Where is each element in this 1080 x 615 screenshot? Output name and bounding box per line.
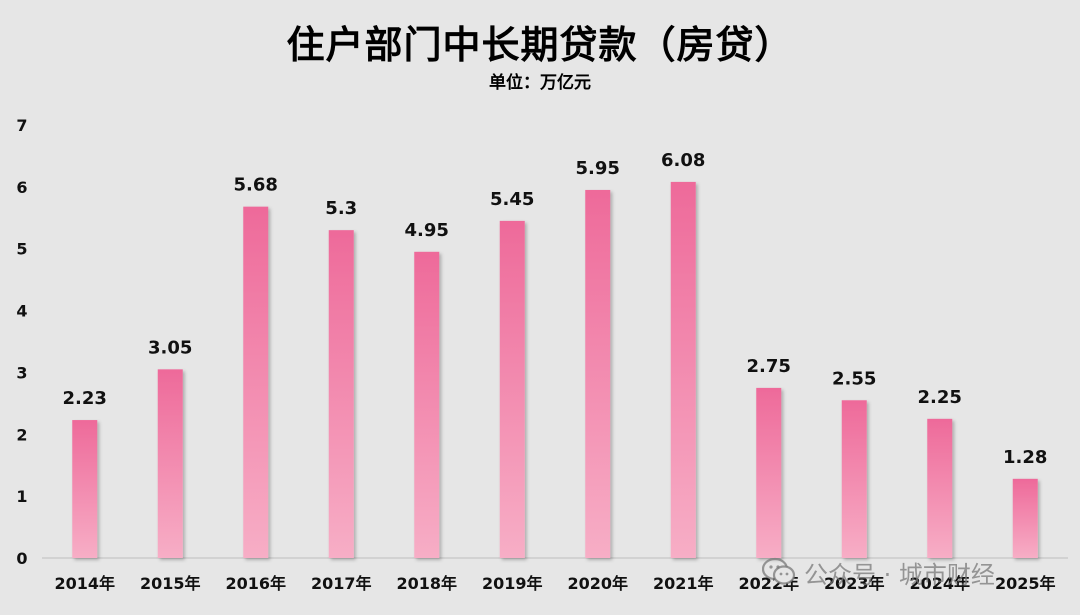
value-labels-group: 2.23 3.05 5.68 5.3 4.95 5.45 5.95 6.08 2.75 2.55 2… <box>63 150 1048 468</box>
bar <box>927 418 953 558</box>
x-tick-label: 2025年 <box>995 574 1056 593</box>
x-tick-label: 2016年 <box>225 574 286 593</box>
data-label: 6.08 <box>661 150 705 171</box>
watermark: 公众号 · 城市财经 <box>762 554 995 590</box>
x-tick-label: 2014年 <box>54 574 115 593</box>
data-label: 5.95 <box>576 158 620 179</box>
y-tick-label: 7 <box>16 116 27 135</box>
wechat-icon <box>762 557 796 585</box>
y-tick-label: 0 <box>16 549 27 568</box>
bar <box>414 251 440 559</box>
y-tick-label: 6 <box>16 178 27 197</box>
bars-group <box>72 181 1038 559</box>
data-label: 3.05 <box>148 337 192 358</box>
data-label: 2.23 <box>63 388 107 409</box>
y-tick-label: 1 <box>16 487 27 506</box>
x-tick-label: 2023年 <box>824 574 885 593</box>
data-label: 2.55 <box>832 368 876 389</box>
x-axis: 2014年 2015年 2016年 2017年 2018年 2019年 2020年 2021年… <box>54 574 1055 593</box>
x-tick-label: 2019年 <box>482 574 543 593</box>
data-label: 2.25 <box>918 387 962 408</box>
data-label: 5.68 <box>234 175 278 196</box>
bar <box>756 387 782 558</box>
bar <box>243 206 269 558</box>
bar <box>157 369 183 558</box>
data-label: 1.28 <box>1003 447 1047 468</box>
y-tick-label: 2 <box>16 425 27 444</box>
bar <box>585 189 611 558</box>
x-tick-label: 2018年 <box>396 574 457 593</box>
y-tick-label: 5 <box>16 240 27 259</box>
data-label: 5.45 <box>490 189 534 210</box>
bar <box>328 230 354 558</box>
y-axis: 0 1 2 3 4 5 6 7 <box>16 116 27 568</box>
x-tick-label: 2017年 <box>311 574 372 593</box>
bar <box>841 400 867 558</box>
x-tick-label: 2020年 <box>567 574 628 593</box>
x-tick-label: 2015年 <box>140 574 201 593</box>
chart-subtitle: 单位：万亿元 <box>489 73 591 93</box>
chart-title: 住户部门中长期贷款（房贷） <box>286 23 794 67</box>
bar <box>72 420 98 558</box>
x-tick-label: 2024年 <box>909 574 970 593</box>
watermark-text: 公众号 · 城市财经 <box>804 560 995 589</box>
bar <box>1012 478 1038 558</box>
y-tick-label: 4 <box>16 302 27 321</box>
bar <box>499 220 525 558</box>
y-tick-label: 3 <box>16 363 27 382</box>
data-label: 2.75 <box>747 356 791 377</box>
data-label: 4.95 <box>405 220 449 241</box>
x-tick-label: 2021年 <box>653 574 714 593</box>
bar <box>670 181 696 558</box>
data-label: 5.3 <box>325 198 357 219</box>
